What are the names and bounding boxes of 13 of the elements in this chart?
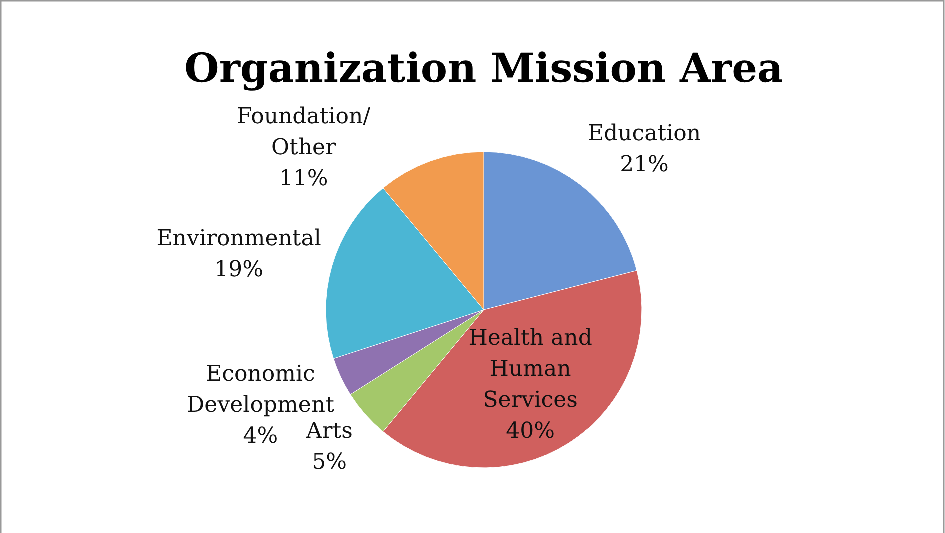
data-label: 40% <box>506 418 556 444</box>
data-label: 21% <box>620 152 669 178</box>
slice-label: Economic Development <box>187 362 335 418</box>
slice-label: Arts <box>305 418 353 444</box>
data-label: 5% <box>312 450 348 475</box>
slice-label: Education <box>588 122 702 147</box>
slice-label: Foundation/Other <box>237 104 372 160</box>
data-label: 19% <box>214 257 264 282</box>
slice-label: Health and Human Services <box>468 326 592 413</box>
chart-title: Organization Mission Area <box>184 45 784 92</box>
data-label: 4% <box>243 424 278 449</box>
slice-label: Environmental <box>156 226 322 252</box>
data-label: 11% <box>279 166 328 192</box>
